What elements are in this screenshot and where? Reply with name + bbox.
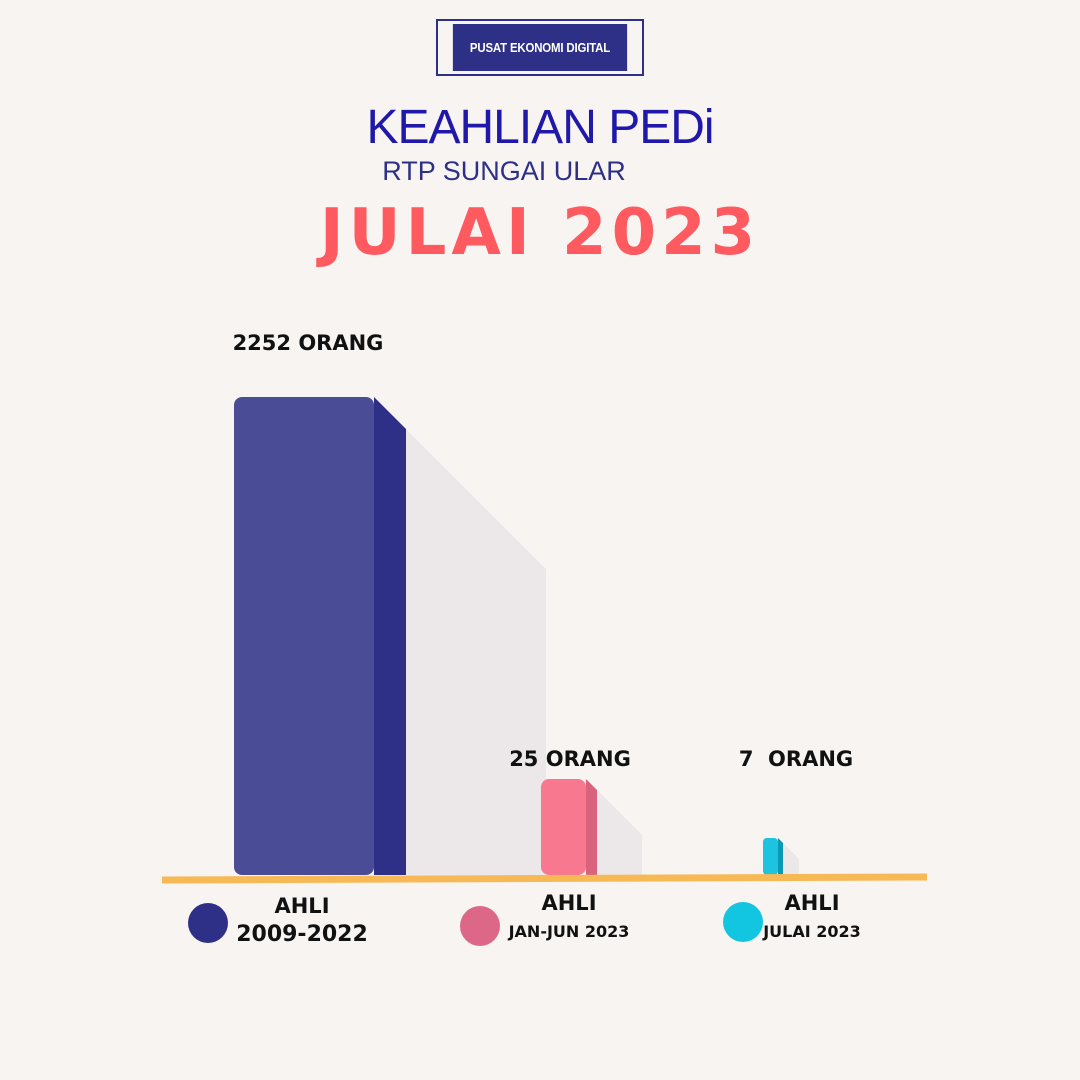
legend-dot-1 [460, 906, 500, 946]
category-label-1-line2: JAN-JUN 2023 [508, 922, 630, 941]
chart-title: KEAHLIAN PEDi [366, 101, 714, 154]
bar-0 [234, 397, 374, 875]
bar-side-2 [778, 838, 783, 875]
publisher-badge-text: PUSAT EKONOMI DIGITAL [452, 24, 628, 71]
category-label-0: AHLI 2009-2022 [222, 892, 382, 950]
category-label-2-line2: JULAI 2023 [763, 922, 861, 941]
value-label-0-text: 2252 ORANG [232, 331, 384, 355]
chart-headline: JULAI 2023 [319, 196, 761, 270]
legend-dot-0 [188, 903, 228, 943]
bar-shadow-1 [586, 779, 642, 875]
bar-side-1 [586, 779, 597, 875]
bar-shadow-2 [778, 838, 799, 875]
category-label-2: AHLI JULAI 2023 [737, 889, 887, 947]
category-label-0-line2: 2009-2022 [236, 922, 368, 947]
value-label-1-text: 25 ORANG [509, 747, 631, 771]
publisher-badge: PUSAT EKONOMI DIGITAL [436, 19, 644, 76]
category-label-1: AHLI JAN-JUN 2023 [489, 889, 649, 947]
category-label-0-line1: AHLI [274, 894, 330, 918]
chart-subtitle-text: RTP SUNGAI ULAR [382, 156, 626, 186]
bar-side-0 [374, 397, 406, 875]
baseline [161, 873, 928, 884]
category-label-2-line1: AHLI [784, 891, 840, 915]
category-label-1-line1: AHLI [541, 891, 597, 915]
legend-dot-2 [723, 902, 763, 942]
bar-1 [541, 779, 586, 875]
value-label-0: 2252 ORANG [222, 327, 394, 360]
value-label-2-text: 7 ORANG [738, 747, 854, 771]
bar-shadow-0 [374, 397, 546, 875]
value-label-1: 25 ORANG [480, 743, 660, 776]
bar-2 [763, 838, 778, 875]
value-label-2: 7 ORANG [706, 743, 886, 776]
chart-subtitle: RTP SUNGAI ULAR [0, 156, 1080, 187]
